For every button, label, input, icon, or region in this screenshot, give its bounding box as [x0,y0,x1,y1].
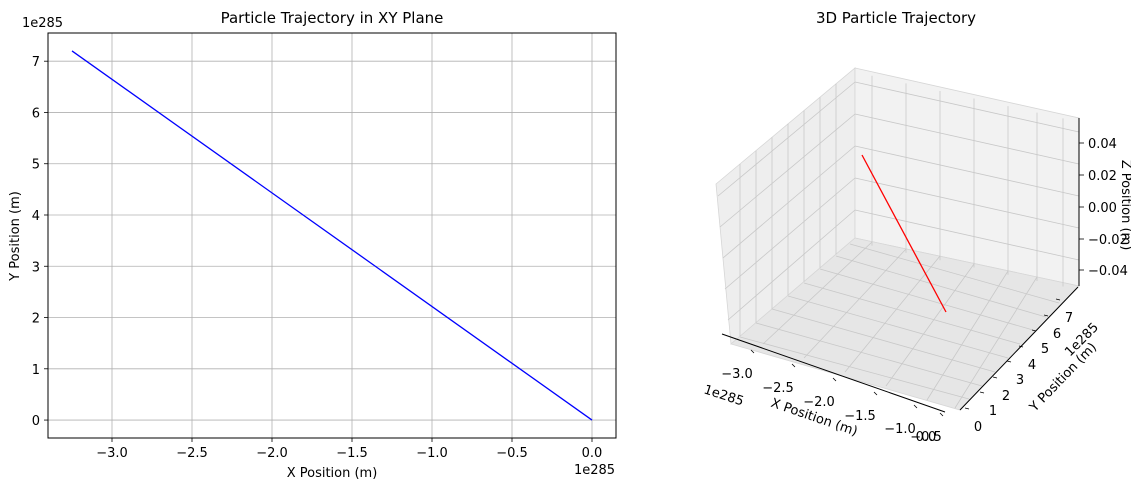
xy-y-offset-label: 1e285 [22,16,63,31]
xy-y-tick-label: 4 [32,209,40,224]
xy-series [71,50,593,421]
3d-back-horizontal-gridline [854,209,1080,261]
xy-y-tick-label: 6 [32,106,40,121]
3d-y-tick-mark [964,407,970,410]
3d-y-tick-mark [1031,329,1037,332]
xy-x-axis-label: X Position (m) [287,466,378,481]
3d-y-tick-mark [992,376,998,379]
xy-plot-title: Particle Trajectory in XY Plane [221,9,444,27]
3d-y-tick-mark [1018,345,1024,348]
3d-y-tick-label: 0 [974,420,982,435]
3d-floor-y-gridline [819,268,1034,331]
3d-ticks: −3.0−2.5−2.0−1.5−1.0−0.50.0012345670.040… [721,137,1128,445]
3d-x-axis-line [721,333,946,413]
3d-x-tick-label: 0.0 [916,430,937,445]
3d-z-tick-label: 0.02 [1088,169,1117,184]
3d-x-tick-mark [913,404,918,409]
3d-x-tick-label: −2.0 [803,395,835,410]
3d-floor-y-gridline [755,322,983,387]
3d-y-axis-line [959,286,1079,411]
3d-plot: 3D Particle Trajectory −3.0−2.5−2.0−1.5−… [702,9,1131,445]
3d-back-horizontal-gridline [854,177,1080,229]
3d-x-tick-label: −3.0 [721,367,753,382]
3d-floor-x-gridline [762,241,873,345]
3d-back-horizontal-gridline [854,81,1080,133]
xy-x-tick-label: −1.5 [336,446,368,461]
3d-x-tick-label: −0.5 [910,430,942,445]
xy-x-tick-label: −2.5 [176,446,208,461]
3d-x-tick-mark [832,377,837,382]
xy-x-ticks: −3.0 −2.5 −2.0 −1.5 −1.0 −0.5 0.0 [96,438,602,461]
3d-back-horizontal-gridline [854,145,1080,197]
3d-plot-title: 3D Particle Trajectory [816,9,976,27]
3d-floor-x-gridline [885,263,975,387]
3d-floor-x-gridline [803,248,907,359]
xy-x-tick-label: −3.0 [96,446,128,461]
3d-y-tick-label: 5 [1041,342,1049,357]
xy-grid [48,33,616,438]
3d-floor-y-gridline [771,308,996,373]
xy-y-tick-label: 3 [32,260,40,275]
3d-floor-y-gridline [835,255,1047,318]
3d-floor-x-gridline [844,255,941,373]
xy-trajectory-line [71,50,593,421]
xy-y-ticks: 0 1 2 3 4 5 6 7 [32,55,48,429]
3d-x-tick-mark [939,412,944,417]
3d-x-tick-mark [750,349,755,354]
3d-x-tick-mark [873,391,878,396]
3d-x-tick-mark [791,363,796,368]
xy-x-offset-label: 1e285 [574,463,615,478]
3d-y-tick-mark [1006,360,1012,363]
3d-z-tick-label: 0.04 [1088,137,1117,152]
3d-left-horizontal-gridline [727,209,856,321]
3d-floor-x-gridline [954,276,1038,409]
3d-floor-y-gridline [739,336,970,400]
3d-x-offset-label: 1e285 [702,383,746,410]
3d-floor-y-gridline [787,295,1009,359]
3d-left-horizontal-gridline [724,177,856,290]
xy-y-tick-label: 2 [32,312,40,327]
3d-z-tick-label: 0.00 [1088,201,1117,216]
xy-axes-frame [47,32,617,439]
3d-y-tick-label: 7 [1065,311,1073,326]
xy-y-tick-label: 7 [32,55,40,70]
xy-y-tick-label: 0 [32,414,40,429]
3d-y-tick-label: 2 [1002,389,1010,404]
xy-x-tick-label: 0.0 [582,446,603,461]
3d-back-horizontal-gridline [854,113,1080,165]
3d-z-tick-label: −0.04 [1088,264,1128,279]
xy-x-tick-label: −1.0 [416,446,448,461]
xy-y-tick-label: 1 [32,363,40,378]
3d-trajectory-line [861,154,947,313]
3d-y-tick-mark [1043,314,1049,317]
3d-left-horizontal-gridline [722,145,856,259]
3d-y-tick-mark [1055,298,1061,301]
3d-left-horizontal-gridline [717,81,856,197]
3d-y-tick-label: 4 [1028,358,1036,373]
3d-y-tick-label: 6 [1053,327,1061,342]
xy-plot: Particle Trajectory in XY Plane −3.0 −2.5… [8,9,617,481]
xy-x-tick-label: −0.5 [496,446,528,461]
3d-left-horizontal-gridline [719,113,856,228]
3d-floor-y-gridline [803,282,1021,345]
3d-x-tick-label: −2.5 [762,381,794,396]
3d-x-tick-label: −1.0 [884,422,916,437]
3d-floor-x-gridline [926,270,1009,401]
3d-y-tick-mark [979,391,985,394]
3d-grid [717,75,1080,409]
3d-x-tick-label: −1.5 [844,409,876,424]
xy-y-axis-label: Y Position (m) [8,191,23,282]
xy-x-tick-label: −2.0 [256,446,288,461]
3d-z-tick-label: −0.02 [1088,233,1128,248]
3d-y-tick-label: 3 [1016,373,1024,388]
3d-z-axis-label: Z Position (m) [1118,160,1131,251]
3d-series [861,154,947,313]
3d-y-tick-label: 1 [989,404,997,419]
xy-y-tick-label: 5 [32,158,40,173]
3d-floor-y-gridline [849,243,1060,304]
